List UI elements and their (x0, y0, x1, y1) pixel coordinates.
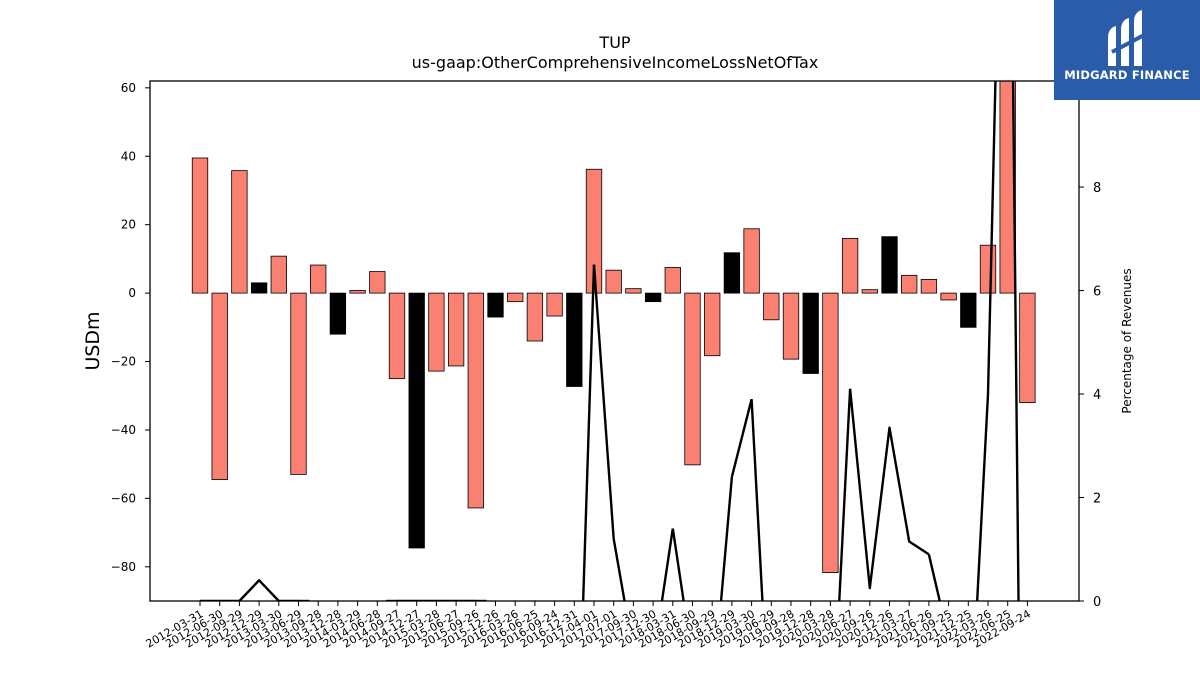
bar (704, 292, 721, 357)
brand-logo: MIDGARD FINANCE (1054, 0, 1200, 100)
y-tick-label: 60 (121, 81, 136, 95)
bar (408, 292, 425, 549)
y-tick-label: −60 (111, 491, 136, 505)
bar (329, 292, 347, 335)
y-tick-label: 40 (121, 149, 136, 163)
y2-axis-label: Percentage of Revenues (1120, 268, 1134, 413)
y2-tick-label: 2 (1093, 492, 1101, 507)
chart-subtitle: us-gaap:OtherComprehensiveIncomeLossNetO… (412, 53, 819, 72)
bar (526, 292, 544, 342)
bar (388, 292, 406, 380)
bar (664, 267, 681, 294)
brand-name: MIDGARD FINANCE (1064, 68, 1190, 82)
bar (625, 288, 642, 294)
bar (999, 81, 1016, 294)
y-tick-label: −20 (111, 355, 136, 369)
bar (802, 292, 819, 374)
bar (684, 292, 701, 466)
bar (211, 292, 228, 480)
bar (822, 292, 839, 574)
bar (605, 269, 622, 294)
bar (763, 292, 780, 321)
bar (487, 292, 504, 318)
bar (960, 292, 977, 328)
revenue-percentage-line (730, 398, 753, 478)
line-group (200, 81, 1020, 601)
y2-tick-label: 4 (1093, 388, 1101, 403)
x-axis: 2012-03-312012-06-302012-09-292012-12-29… (144, 601, 1033, 651)
bar (920, 279, 938, 294)
revenue-percentage-line (848, 388, 930, 590)
bar (881, 236, 898, 294)
bar (841, 237, 859, 294)
bar (723, 252, 741, 294)
bar (507, 292, 524, 303)
y-axis-left: −80 −60 −40 −20 0 20 40 60 (111, 81, 150, 574)
y-tick-label: −80 (111, 560, 136, 574)
revenue-percentage-line (671, 528, 685, 601)
y-tick-label: −40 (111, 423, 136, 437)
plot-frame (149, 80, 1080, 602)
revenue-percentage-line (581, 264, 596, 601)
bar (290, 292, 307, 475)
bar (447, 292, 465, 367)
bar (644, 292, 662, 303)
bar (231, 170, 248, 294)
revenue-percentage-line (660, 528, 674, 601)
bar (546, 292, 563, 317)
bar (310, 264, 327, 294)
revenue-percentage-line (750, 399, 764, 601)
chart-title: TUP (598, 33, 630, 52)
y2-tick-label: 0 (1093, 595, 1101, 610)
revenue-percentage-line (719, 476, 734, 601)
bar (743, 228, 760, 294)
bar (901, 274, 918, 294)
bars-group (191, 81, 1036, 574)
revenue-percentage-line (592, 264, 615, 539)
revenue-percentage-line (612, 538, 626, 601)
y-axis-label: USDm (82, 311, 104, 370)
bar (566, 292, 583, 387)
bar (270, 255, 287, 294)
bar (250, 282, 268, 294)
revenue-percentage-line (200, 579, 299, 601)
y2-tick-label: 6 (1093, 285, 1101, 300)
bar (369, 271, 386, 294)
revenue-percentage-line (986, 81, 997, 395)
midgard-logo-icon (1108, 10, 1147, 66)
bar (467, 292, 484, 509)
y-axis-right: 0 2 4 6 8 (1079, 181, 1101, 610)
y-tick-label: 0 (128, 286, 136, 300)
bar (191, 157, 209, 294)
y2-tick-label: 8 (1093, 181, 1101, 196)
bar (940, 292, 957, 301)
revenue-percentage-line (927, 554, 941, 601)
bar (979, 244, 997, 294)
bar (428, 292, 445, 372)
revenue-percentage-line (1011, 81, 1020, 601)
bar (782, 292, 800, 360)
bar (1019, 292, 1036, 403)
bar (861, 289, 878, 294)
y-tick-label: 20 (121, 218, 136, 232)
revenue-percentage-line (975, 393, 990, 601)
bar (349, 289, 366, 294)
revenue-percentage-line (838, 388, 852, 601)
